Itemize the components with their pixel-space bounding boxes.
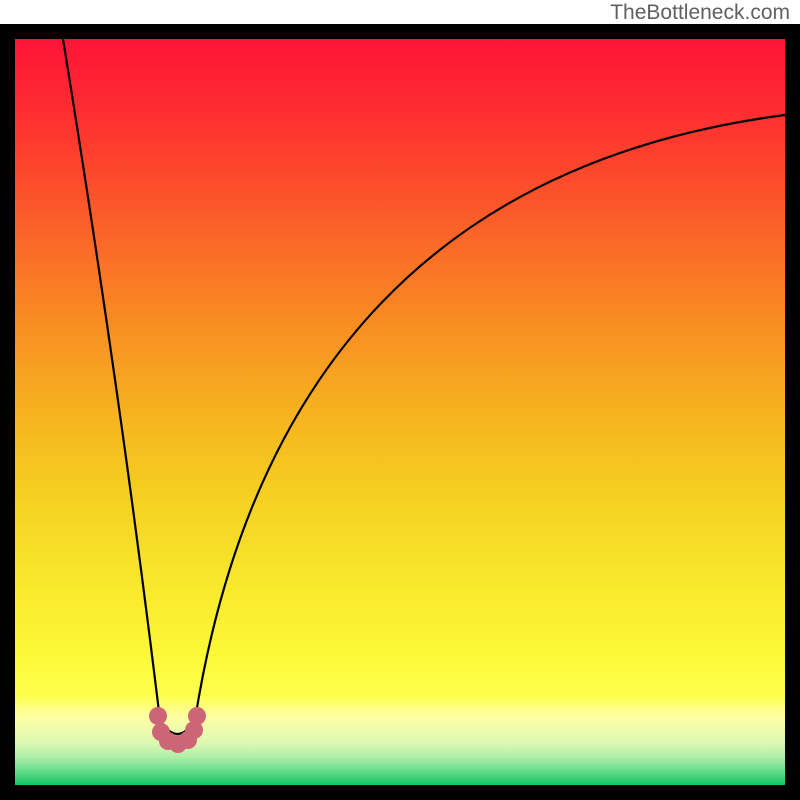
bottleneck-curve — [63, 39, 785, 734]
marker-dot — [188, 707, 206, 725]
curve-overlay — [0, 0, 800, 800]
marker-dot — [149, 707, 167, 725]
bottleneck-chart: TheBottleneck.com — [0, 0, 800, 800]
marker-group — [149, 707, 206, 753]
